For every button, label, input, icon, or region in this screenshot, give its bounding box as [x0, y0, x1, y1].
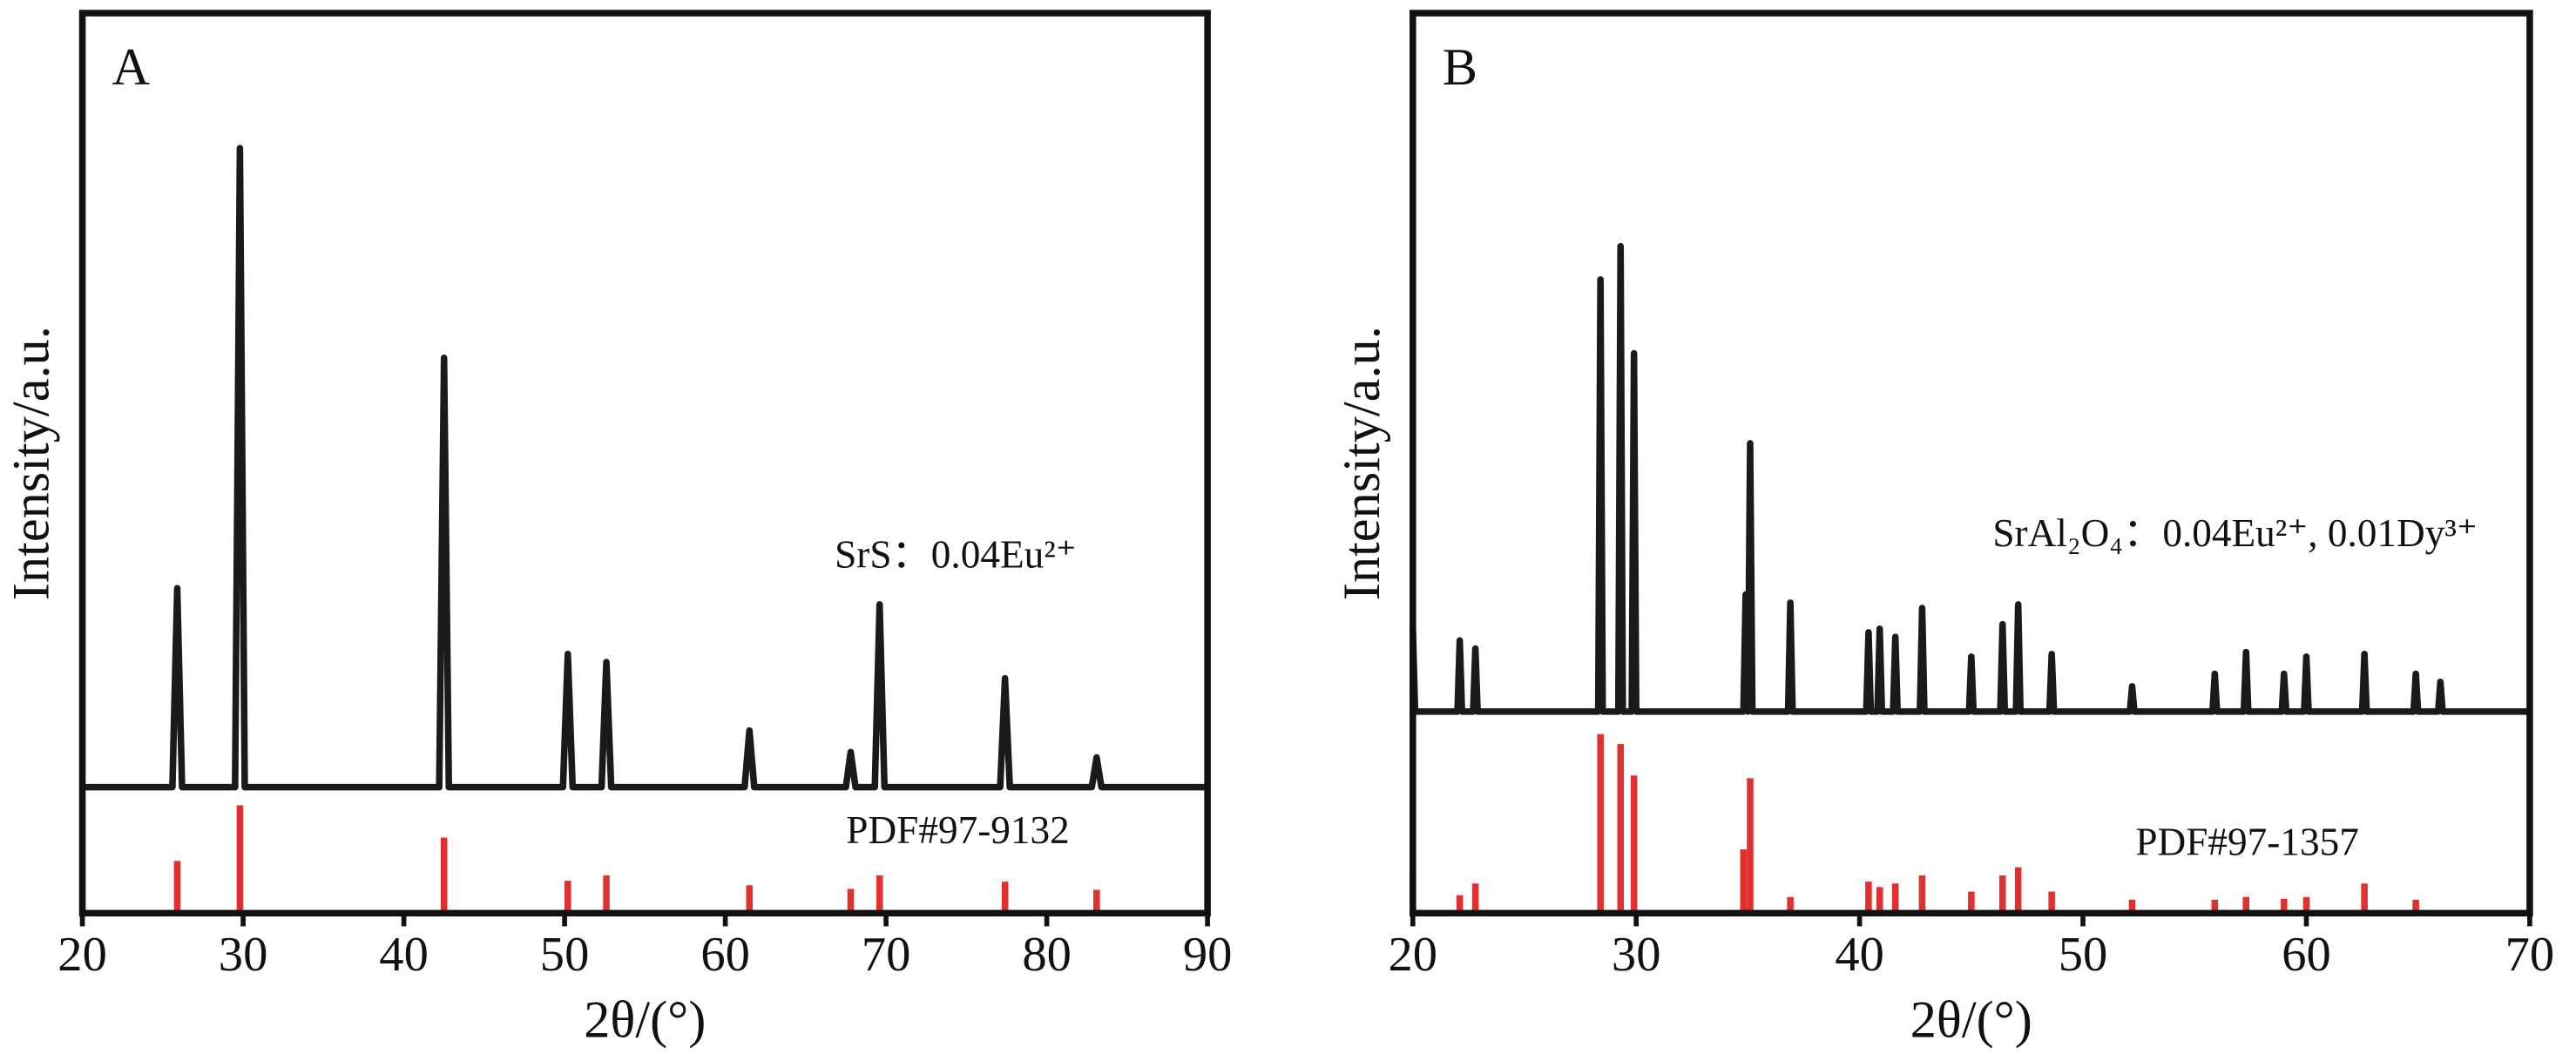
- annotation: PDF#97-1357: [2135, 820, 2358, 863]
- annotation: SrAl₂O₄：0.04Eu²⁺, 0.01Dy³⁺: [1992, 511, 2477, 555]
- x-tick-label: 80: [1022, 928, 1072, 982]
- x-axis-label: 2θ/(°): [584, 990, 706, 1049]
- plot-frame: [1410, 10, 2533, 917]
- x-tick-label: 20: [1389, 928, 1438, 982]
- x-tick-label: 40: [379, 928, 429, 982]
- x-tick-label: 70: [862, 928, 911, 982]
- x-tick-label: 50: [540, 928, 590, 982]
- x-tick-label: 70: [2505, 928, 2555, 982]
- xrd-pattern: [1410, 242, 2530, 715]
- x-tick-label: 90: [1183, 928, 1233, 982]
- x-tick-label: 30: [1612, 928, 1661, 982]
- panel-label: B: [1443, 38, 1477, 97]
- plot-frame: [78, 10, 1211, 917]
- panel-label: A: [112, 38, 151, 97]
- annotation: PDF#97-9132: [846, 808, 1069, 852]
- xrd-pattern: [82, 145, 1208, 791]
- x-tick-label: 60: [700, 928, 750, 982]
- y-axis-label: Intensity/a.u.: [3, 326, 61, 600]
- x-tick-label: 40: [1835, 928, 1884, 982]
- x-tick-label: 50: [2059, 928, 2108, 982]
- x-tick-label: 30: [219, 928, 268, 982]
- x-tick-label: 60: [2282, 928, 2331, 982]
- x-axis-label: 2θ/(°): [1910, 990, 2032, 1049]
- y-axis-label: Intensity/a.u.: [1333, 326, 1391, 600]
- annotation: SrS：0.04Eu²⁺: [835, 532, 1077, 576]
- x-tick-label: 20: [57, 928, 107, 982]
